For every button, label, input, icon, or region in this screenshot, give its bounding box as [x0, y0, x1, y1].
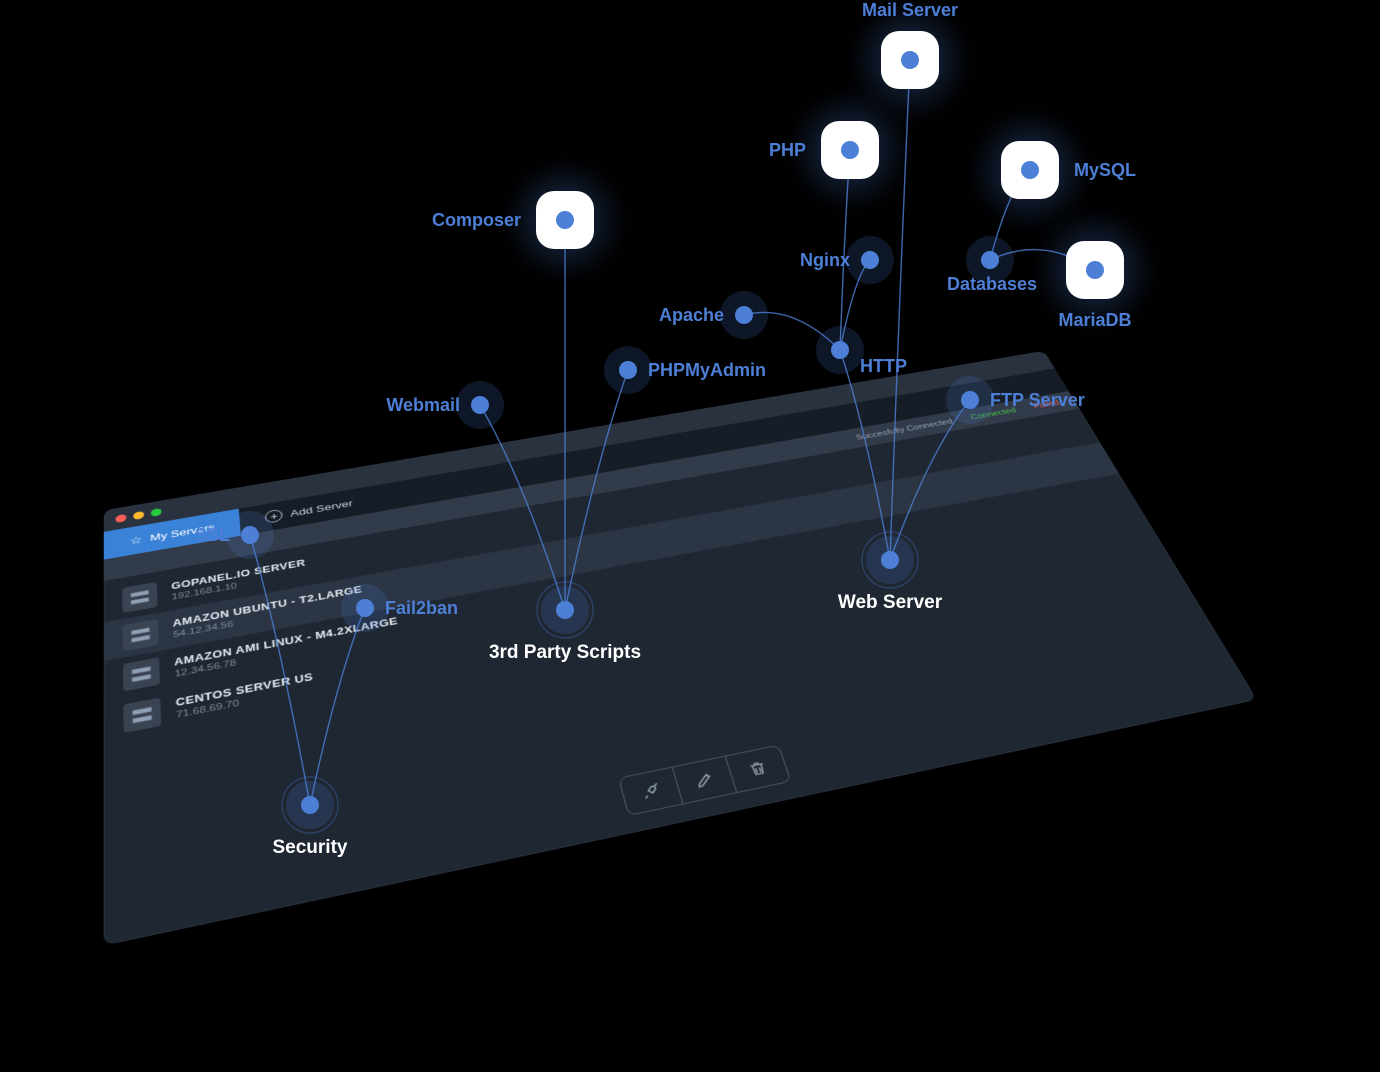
tab-label: My Servers: [150, 521, 215, 542]
server-icon: [123, 698, 161, 734]
zoom-icon[interactable]: [151, 507, 162, 516]
server-icon: [123, 657, 160, 691]
plug-icon: [637, 780, 664, 803]
app-window: ☆ My Servers + Add Server Succesfully Co…: [104, 351, 1257, 946]
delete-button[interactable]: [726, 746, 791, 792]
plus-icon: +: [265, 509, 284, 524]
close-icon[interactable]: [116, 513, 127, 522]
connect-button[interactable]: [619, 767, 683, 814]
server-icon: [122, 582, 157, 613]
row-actions: [618, 745, 792, 816]
pencil-icon: [691, 769, 718, 791]
minimize-icon[interactable]: [133, 510, 144, 519]
status-connected: Connected: [969, 407, 1018, 422]
server-icon: [123, 619, 159, 652]
star-icon: ☆: [130, 533, 143, 547]
tab-label: Add Server: [290, 498, 353, 519]
status-failed: Failed: [1032, 399, 1061, 410]
trash-icon: [744, 758, 771, 780]
